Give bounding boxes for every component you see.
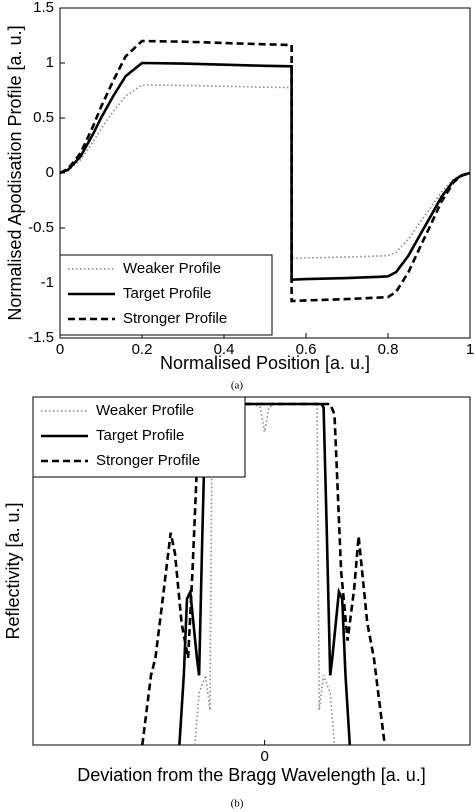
y-axis-label: Reflectivity [a. u.] <box>3 502 23 639</box>
x-tick-label: 0.6 <box>296 341 317 358</box>
x-tick-label: 0.4 <box>214 341 235 358</box>
caption: (a) <box>231 380 244 392</box>
legend-box <box>59 254 273 336</box>
line <box>178 402 352 746</box>
line <box>59 39 471 303</box>
y-tick-label: 1.5 <box>33 0 54 16</box>
y-tick-label: -1.5 <box>28 329 54 346</box>
legend-label: Target Profile <box>123 285 211 302</box>
legend-label: Weaker Profile <box>123 260 221 277</box>
line <box>59 84 471 260</box>
y-tick-label: 0 <box>46 164 54 181</box>
legend-label: Stronger Profile <box>96 452 200 469</box>
y-tick-label: -0.5 <box>28 219 54 236</box>
legend-label: Stronger Profile <box>123 310 227 327</box>
legend-label: Target Profile <box>96 427 184 444</box>
y-axis-label: Normalised Apodisation Profile [a. u.] <box>5 25 25 320</box>
y-tick-label: 0.5 <box>33 109 54 126</box>
x-axis-label: Deviation from the Bragg Wavelength [a. … <box>77 765 426 785</box>
x-tick-label: 0.8 <box>378 341 399 358</box>
caption: (b) <box>231 798 244 810</box>
y-tick-label: -1 <box>41 274 54 291</box>
legend-label: Weaker Profile <box>96 402 194 419</box>
x-tick-label: 0.2 <box>132 341 153 358</box>
y-tick-label: 1 <box>46 54 54 71</box>
x-tick-label: 0 <box>260 748 268 765</box>
plot-frame <box>32 396 471 746</box>
x-tick-label: 1 <box>466 341 474 358</box>
x-tick-label: 0 <box>56 341 64 358</box>
x-axis-label: Normalised Position [a. u.] <box>160 353 370 373</box>
line <box>59 61 471 282</box>
